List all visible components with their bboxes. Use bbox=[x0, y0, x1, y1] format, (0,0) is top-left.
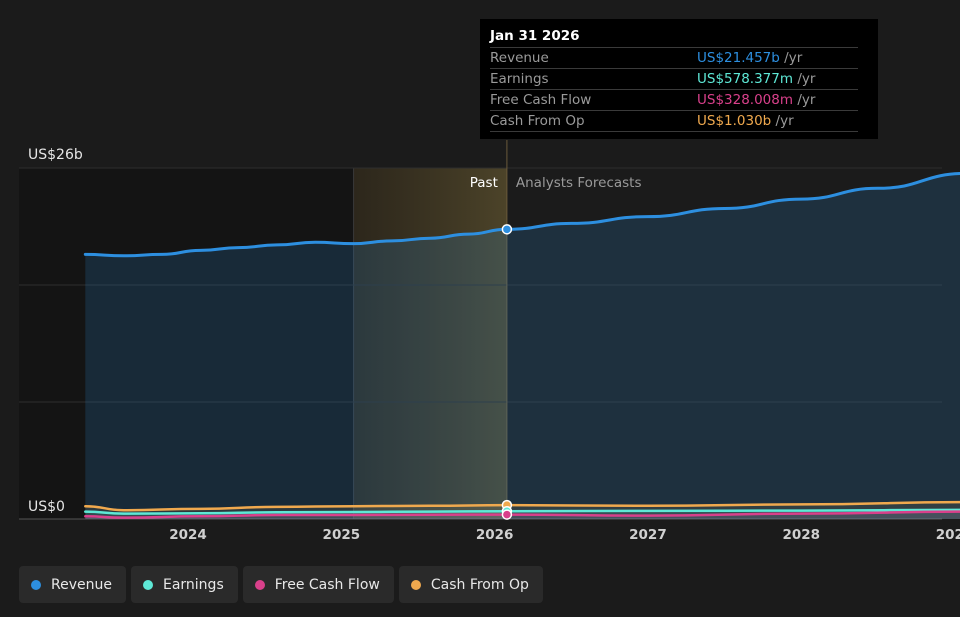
forecast-label: Analysts Forecasts bbox=[516, 175, 642, 191]
legend-item-cash-from-op[interactable]: Cash From Op bbox=[398, 566, 543, 603]
legend-label: Revenue bbox=[51, 576, 112, 593]
series-line-cash-from-op bbox=[84, 500, 960, 512]
legend-item-free-cash-flow[interactable]: Free Cash Flow bbox=[242, 566, 394, 603]
tooltip-unit: /yr bbox=[793, 71, 816, 87]
legend-label: Free Cash Flow bbox=[274, 576, 380, 593]
tooltip-value: US$1.030b bbox=[697, 113, 772, 129]
series-line-free-cash-flow bbox=[84, 510, 960, 519]
series-area-revenue bbox=[85, 173, 960, 519]
legend-item-earnings[interactable]: Earnings bbox=[130, 566, 238, 603]
x-tick-label: 2029 bbox=[936, 527, 960, 543]
legend-item-revenue[interactable]: Revenue bbox=[19, 566, 126, 603]
tooltip: Jan 31 2026 Revenue US$21.457b /yr Earni… bbox=[480, 19, 878, 139]
tooltip-row-revenue: Revenue US$21.457b /yr bbox=[490, 48, 858, 69]
tooltip-label: Cash From Op bbox=[490, 113, 585, 129]
legend-label: Cash From Op bbox=[430, 576, 529, 593]
x-tick-label: 2025 bbox=[323, 527, 361, 543]
legend-dot-icon bbox=[410, 579, 421, 590]
tooltip-unit: /yr bbox=[793, 92, 816, 108]
x-tick-label: 2024 bbox=[169, 527, 207, 543]
tooltip-row-free-cash-flow: Free Cash Flow US$328.008m /yr bbox=[490, 90, 858, 111]
tooltip-row-earnings: Earnings US$578.377m /yr bbox=[490, 69, 858, 90]
tooltip-unit: /yr bbox=[771, 113, 794, 129]
tooltip-row-cash-from-op: Cash From Op US$1.030b /yr bbox=[490, 111, 858, 132]
legend-dot-icon bbox=[142, 579, 153, 590]
legend: Revenue Earnings Free Cash Flow Cash Fro… bbox=[19, 566, 543, 603]
tooltip-unit: /yr bbox=[779, 50, 803, 66]
series-marker-revenue bbox=[501, 224, 513, 235]
tooltip-value: US$21.457b bbox=[697, 50, 780, 66]
series-line-earnings bbox=[84, 508, 960, 515]
y-axis-label-min: US$0 bbox=[28, 499, 65, 515]
legend-label: Earnings bbox=[162, 576, 224, 593]
highlight-band bbox=[353, 168, 507, 519]
y-axis-label-max: US$26b bbox=[28, 147, 83, 163]
x-tick-label: 2027 bbox=[629, 527, 667, 543]
x-tick-label: 2026 bbox=[476, 527, 514, 543]
tooltip-label: Revenue bbox=[490, 50, 549, 66]
tooltip-label: Earnings bbox=[490, 71, 549, 87]
tooltip-value: US$328.008m bbox=[697, 92, 794, 108]
series-line-revenue bbox=[83, 172, 960, 258]
legend-dot-icon bbox=[31, 579, 41, 590]
tooltip-value: US$578.377m bbox=[697, 71, 794, 87]
x-tick-label: 2028 bbox=[782, 527, 820, 543]
legend-dot-icon bbox=[254, 579, 265, 590]
tooltip-label: Free Cash Flow bbox=[490, 92, 592, 108]
tooltip-date: Jan 31 2026 bbox=[490, 27, 858, 48]
past-label: Past bbox=[470, 175, 498, 191]
series-marker-free-cash-flow bbox=[501, 509, 513, 520]
